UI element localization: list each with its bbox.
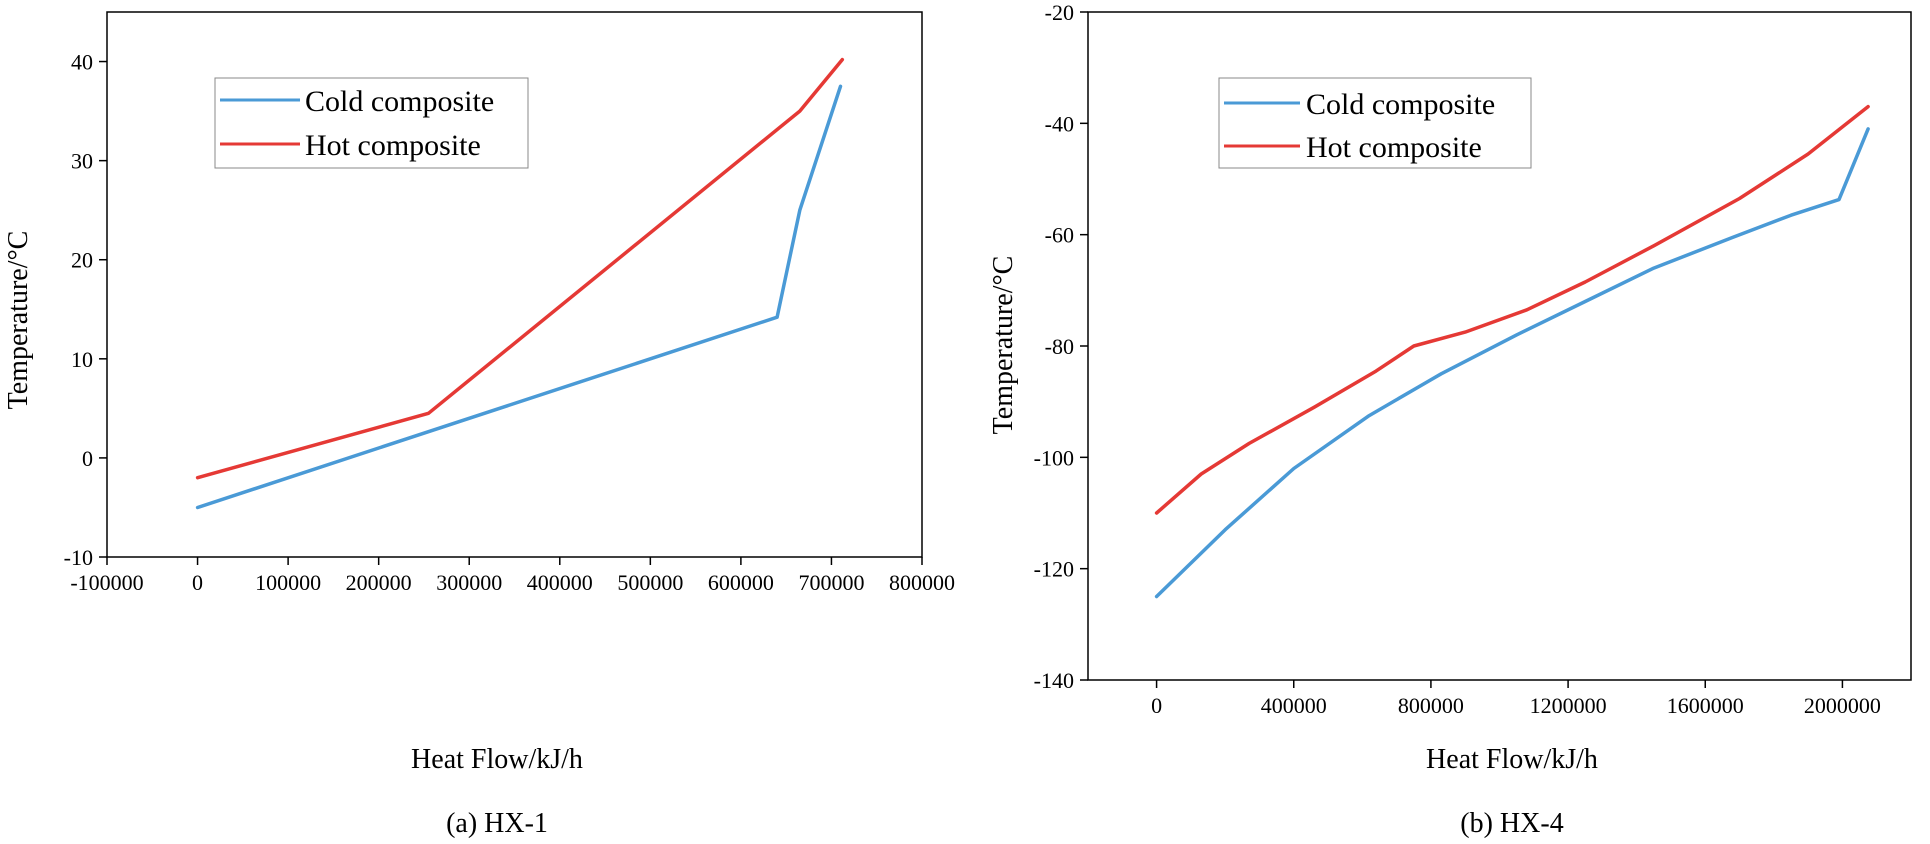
series-line-hot-composite (1154, 104, 1870, 515)
x-tick-label: 700000 (798, 570, 864, 595)
legend-box-a (214, 77, 529, 169)
x-tick-label: 2000000 (1804, 693, 1881, 718)
legend-label-hot-b: Hot composite (1306, 131, 1482, 164)
y-tick-label: -100 (1034, 445, 1074, 470)
chart-panel-b: 0 400000 800000 1200000 1600000 2000000 -140 -1… (988, 0, 1912, 839)
chart-panel-a: -100000 0 100000 200000 300000 400000 500000 60… (3, 11, 955, 839)
x-axis-title-a: Heat Flow/kJ/h (411, 744, 583, 775)
x-tick-label: 300000 (436, 570, 502, 595)
y-tick-label: -120 (1034, 557, 1074, 582)
y-tick-label: -140 (1034, 668, 1074, 693)
y-tick-label: -60 (1045, 223, 1074, 248)
legend-label-cold-a: Cold composite (305, 85, 494, 118)
x-tick-label: 600000 (708, 570, 774, 595)
y-axis-title-b: Temperature/°C (988, 256, 1019, 435)
x-tick-label: 800000 (1398, 693, 1464, 718)
legend-label-hot-a: Hot composite (305, 129, 481, 162)
x-tick-label: 1200000 (1530, 693, 1607, 718)
x-tick-label: 400000 (1261, 693, 1327, 718)
series-line-cold-composite (1154, 127, 1870, 599)
legend-b: Cold composite Hot composite (1218, 77, 1532, 169)
y-tick-label: 40 (71, 50, 93, 75)
caption-a: (a) HX-1 (446, 808, 548, 839)
y-tick-label: -10 (64, 545, 93, 570)
x-tick-label: -100000 (70, 570, 143, 595)
x-tick-label: 0 (192, 570, 203, 595)
y-axis-title-a: Temperature/°C (3, 231, 34, 410)
series-group-b (1154, 104, 1870, 599)
y-tick-label: -80 (1045, 334, 1074, 359)
tick-group-b: 0 400000 800000 1200000 1600000 2000000 -140 -1… (1034, 0, 1881, 718)
y-tick-label: 0 (82, 446, 93, 471)
x-tick-label: 500000 (617, 570, 683, 595)
y-tick-label: 30 (71, 149, 93, 174)
x-tick-label: 200000 (346, 570, 412, 595)
x-tick-label: 100000 (255, 570, 321, 595)
series-line-hot-composite (195, 57, 845, 480)
tick-group-a: -100000 0 100000 200000 300000 400000 500000 60… (64, 50, 955, 595)
x-axis-title-b: Heat Flow/kJ/h (1426, 744, 1598, 775)
plot-frame-a (106, 11, 923, 558)
x-tick-label: 400000 (527, 570, 593, 595)
legend-label-cold-b: Cold composite (1306, 88, 1495, 121)
y-tick-label: -40 (1045, 111, 1074, 136)
x-tick-label: 1600000 (1667, 693, 1744, 718)
series-line-cold-composite (195, 84, 843, 510)
legend-a: Cold composite Hot composite (214, 77, 529, 169)
series-group-a (195, 57, 845, 510)
x-tick-label: 800000 (889, 570, 955, 595)
legend-box-b (1218, 77, 1532, 169)
x-tick-label: 0 (1151, 693, 1162, 718)
y-tick-label: 10 (71, 347, 93, 372)
y-tick-label: -20 (1045, 0, 1074, 25)
caption-b: (b) HX-4 (1460, 808, 1563, 839)
y-tick-label: 20 (71, 248, 93, 273)
